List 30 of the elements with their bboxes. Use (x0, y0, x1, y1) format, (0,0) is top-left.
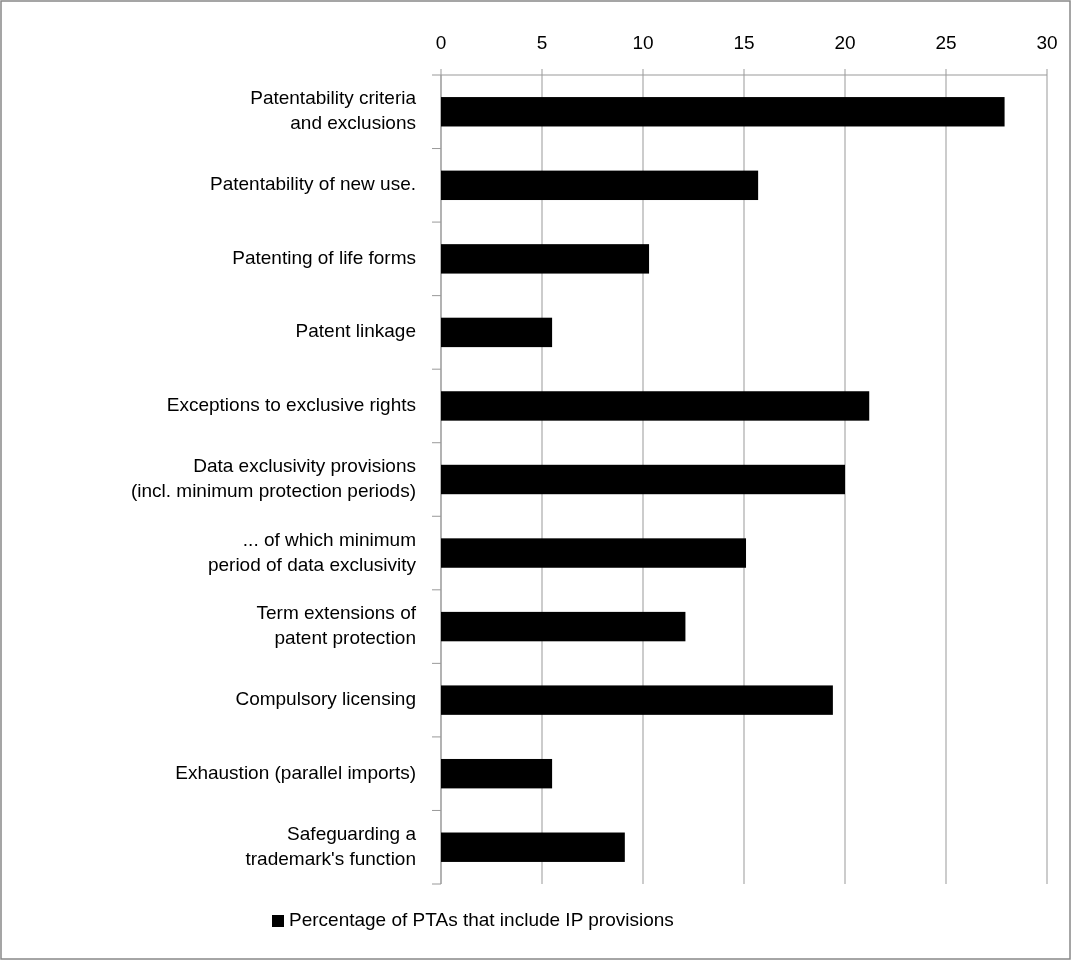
y-tick-label: Term extensions of patent protection (256, 602, 417, 649)
x-tick-label: 0 (435, 32, 447, 53)
bar (441, 244, 650, 274)
y-tick-label: Compulsory licensing (235, 688, 416, 710)
bar (441, 685, 833, 715)
x-tick-label: 5 (536, 32, 548, 53)
y-tick-label: Patentability criteria and exclusions (250, 87, 417, 134)
y-tick-label: Patenting of life forms (232, 246, 416, 268)
bar (441, 464, 845, 495)
bar (441, 391, 870, 421)
y-tick-label: Patentability of new use. (210, 173, 416, 195)
bar (441, 97, 1005, 127)
x-tick-label: 15 (733, 32, 755, 53)
y-tick-label: Data exclusivity provisions (incl. minimum protection periods) (130, 455, 416, 502)
y-tick-label: Patent linkage (295, 320, 416, 342)
x-tick-label: 20 (834, 32, 856, 53)
bar (441, 317, 553, 348)
y-tick-label: Exhaustion (parallel imports) (175, 761, 416, 783)
bar (441, 170, 759, 201)
x-tick-label: 25 (935, 32, 957, 53)
y-tick-label: Safeguarding a trademark's function (245, 822, 417, 869)
legend-label: Percentage of PTAs that include IP provisions (289, 909, 674, 931)
y-tick-label: ... of which minimum period of data exclusivity (207, 528, 417, 575)
bar (441, 832, 625, 862)
x-tick-label: 30 (1036, 32, 1058, 53)
bar (441, 611, 686, 642)
bar (441, 758, 553, 789)
y-tick-label: Exceptions to exclusive rights (166, 393, 416, 415)
bar (441, 538, 747, 568)
x-tick-label: 10 (632, 32, 654, 53)
